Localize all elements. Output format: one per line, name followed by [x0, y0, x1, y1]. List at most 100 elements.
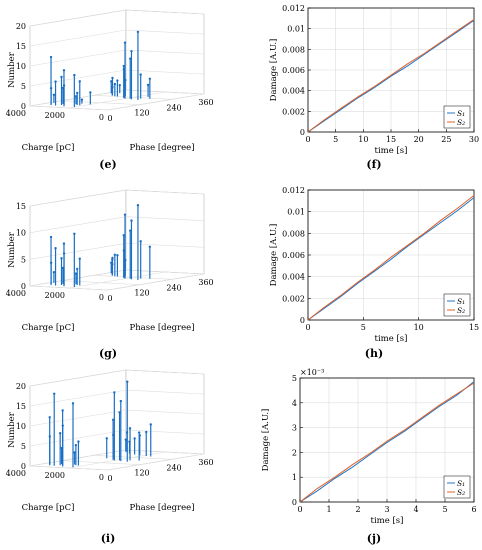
plot-frame [307, 7, 475, 133]
x-axis-label: time [s] [375, 146, 408, 156]
stem-marker [71, 402, 75, 405]
y-tick-label: 0.002 [282, 107, 305, 116]
phase-tick-label: 120 [134, 109, 149, 118]
line-chart-1: 0 0.002 0.004 0.006 0.008 0.01 0.012 0 5 10 15 time… [269, 186, 479, 344]
stem-marker [133, 437, 136, 440]
x-tick-label: 15 [469, 323, 479, 332]
charge-gridline [68, 451, 166, 469]
legend-entry-2: S₂ [457, 118, 465, 127]
panel-label: (g) [99, 347, 117, 360]
z-gridline [29, 243, 205, 260]
y-tick-label: 2 [292, 448, 297, 457]
stem-marker [130, 219, 133, 222]
x-tick-label: 30 [469, 135, 479, 144]
stem-marker [74, 272, 78, 275]
y-axis-label: Damage [A.U.] [269, 39, 279, 102]
z-gridline [29, 189, 205, 207]
stem-marker [124, 258, 127, 262]
phase-axis-label: Phase [degree] [129, 323, 194, 333]
charge-tick-label: 2000 [45, 471, 65, 480]
z-gridline [29, 49, 205, 67]
y-axis-label: Damage [A.U.] [269, 224, 279, 287]
charge-gridline [29, 269, 127, 287]
panel-label: (f) [366, 158, 381, 171]
phase-tick-label: 240 [166, 283, 181, 292]
phase-tick-label: 240 [166, 103, 181, 112]
stem-marker [116, 79, 119, 82]
series-line-1 [307, 19, 475, 133]
z-tick-label: 15 [16, 402, 26, 411]
z-gridline [29, 389, 205, 407]
stem-marker [78, 257, 81, 260]
stem-marker [128, 427, 132, 430]
stem-marker [111, 418, 115, 421]
charge-axis-label: Charge [pC] [22, 323, 75, 333]
stem-marker [49, 55, 53, 59]
x-tick-label: 0 [305, 323, 310, 332]
phase-tick-label: 120 [134, 289, 149, 298]
y-tick-label: 1 [292, 473, 297, 482]
stem-marker [113, 391, 116, 394]
stem3d-panel-1: 0 5 10 15 0 120 240 360 4000 2000 0 Number Charge [p… [6, 189, 214, 333]
z-axis-label: Number [7, 51, 17, 87]
stem3d-panel-2: 0 5 10 15 20 0 120 240 360 4000 2000 0 Number Charge … [6, 369, 214, 513]
stem-marker [73, 73, 76, 77]
charge-tick-label: 0 [99, 293, 104, 302]
series-line-1 [307, 197, 475, 321]
x-tick-label: 4 [413, 505, 418, 514]
stem-marker [62, 84, 66, 87]
x-tick-label: 3 [384, 505, 389, 514]
y-tick-label: 0 [292, 498, 297, 507]
stem-marker [139, 240, 142, 243]
stem-marker [62, 242, 66, 245]
stem-marker [60, 75, 63, 79]
phase-tick-label: 360 [198, 98, 213, 107]
series-line-2 [307, 18, 475, 133]
phase-tick-label: 0 [107, 114, 112, 123]
stem-marker [62, 69, 66, 72]
stem-marker [129, 229, 132, 232]
stem-marker [136, 30, 140, 34]
y-tick-label: 0 [300, 316, 305, 325]
z-tick-label: 20 [16, 22, 26, 31]
stem-marker [123, 41, 127, 44]
phase-axis-label: Phase [degree] [129, 503, 194, 513]
stem-marker [125, 431, 129, 434]
stem-marker [111, 256, 114, 260]
phase-tick-label: 240 [166, 463, 181, 472]
phase-tick-label: 360 [198, 278, 213, 287]
z-gridline [29, 216, 205, 233]
stem-marker [74, 443, 78, 447]
z-gridline [29, 429, 205, 447]
legend-entry-1: S₁ [457, 297, 465, 306]
stem-marker [146, 83, 150, 87]
y-tick-label: 0.01 [287, 25, 305, 34]
charge-gridline [68, 271, 166, 289]
stem-marker [110, 261, 113, 264]
charge-gridline [68, 91, 166, 109]
stem-marker [89, 91, 92, 94]
y-tick-label: 3 [292, 424, 297, 433]
y-scale-label: ×10⁻³ [300, 368, 324, 377]
charge-tick-label: 4000 [6, 289, 26, 298]
y-tick-label: 0.012 [282, 4, 305, 13]
line-chart-2: 0 1 2 3 4 5 0 1 2 3 4 5 6 ×10⁻³ time [s] Damage [A.U.] S… [261, 368, 477, 526]
panel-label: (h) [365, 347, 383, 360]
y-tick-label: 0.006 [282, 251, 305, 260]
stem-marker [113, 82, 117, 86]
stem-marker [122, 64, 125, 68]
legend-entry-1: S₁ [457, 479, 465, 488]
y-tick-label: 0.006 [282, 66, 305, 75]
z-tick-label: 10 [16, 229, 26, 238]
stem-marker [138, 434, 141, 437]
stem-marker [61, 409, 64, 412]
x-tick-label: 1 [326, 505, 331, 514]
stem-marker [52, 93, 56, 97]
stem-marker [118, 83, 121, 87]
charge-tick-label: 4000 [6, 469, 26, 478]
charge-tick-label: 2000 [45, 291, 65, 300]
z-tick-label: 0 [21, 102, 26, 111]
y-tick-label: 0.002 [282, 294, 305, 303]
